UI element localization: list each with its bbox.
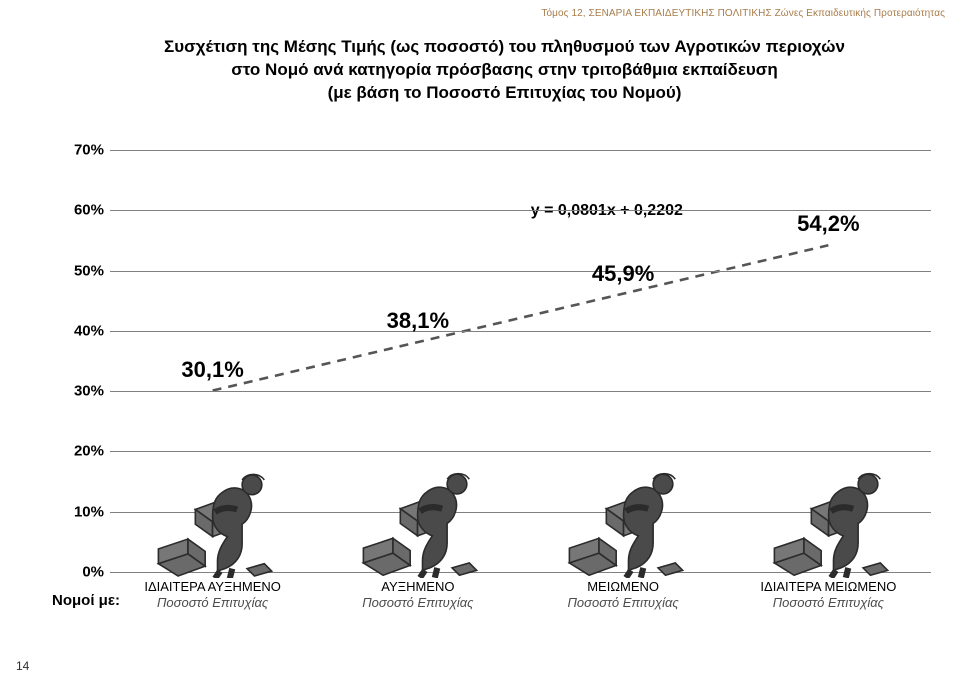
worker-pictogram-icon <box>562 301 685 578</box>
y-tick-label: 60% <box>58 202 104 219</box>
chart-title-line-3: (με βάση το Ποσοστό Επιτυχίας του Νομού) <box>110 82 899 105</box>
bar: 54,2% <box>767 245 890 572</box>
header-band: Τόμος 12, ΣΕΝΑΡΙΑ ΕΚΠΑΙΔΕΥΤΙΚΗΣ ΠΟΛΙΤΙΚΗ… <box>420 8 959 19</box>
bar-value-label: 45,9% <box>592 261 654 287</box>
y-tick-label: 0% <box>58 564 104 581</box>
page: Τόμος 12, ΣΕΝΑΡΙΑ ΕΚΠΑΙΔΕΥΤΙΚΗΣ ΠΟΛΙΤΙΚΗ… <box>0 0 959 689</box>
x-tick-label: ΜΕΙΩΜΕΝΟΠοσοστό Επιτυχίας <box>521 573 726 623</box>
bar-value-label: 38,1% <box>387 308 449 334</box>
x-tick-label: ΑΥΞΗΜΕΝΟΠοσοστό Επιτυχίας <box>315 573 520 623</box>
bar: 45,9% <box>562 295 685 572</box>
y-tick-label: 50% <box>58 262 104 279</box>
worker-pictogram-icon <box>151 397 274 578</box>
chart-title-block: Συσχέτιση της Μέσης Τιμής (ως ποσοστό) τ… <box>110 36 899 105</box>
x-tick-label: ΙΔΙΑΙΤΕΡΑ ΑΥΞΗΜΕΝΟΠοσοστό Επιτυχίας <box>110 573 315 623</box>
x-axis-labels: ΙΔΙΑΙΤΕΡΑ ΑΥΞΗΜΕΝΟΠοσοστό ΕπιτυχίαςΑΥΞΗΜ… <box>110 573 931 623</box>
y-tick-label: 30% <box>58 383 104 400</box>
bar: 30,1% <box>151 391 274 572</box>
page-number: 14 <box>16 659 29 673</box>
bar: 38,1% <box>356 342 479 572</box>
plot-area: y = 0,0801x + 0,2202 0%10%20%30%40%50%60… <box>110 150 931 573</box>
y-tick-label: 70% <box>58 142 104 159</box>
worker-pictogram-icon <box>356 348 479 578</box>
chart-title-line-1: Συσχέτιση της Μέσης Τιμής (ως ποσοστό) τ… <box>110 36 899 59</box>
bar-value-label: 54,2% <box>797 211 859 237</box>
y-tick-label: 10% <box>58 503 104 520</box>
y-tick-label: 40% <box>58 322 104 339</box>
worker-pictogram-icon <box>767 251 890 578</box>
chart-title-line-2: στο Νομό ανά κατηγορία πρόσβασης στην τρ… <box>110 59 899 82</box>
y-tick-label: 20% <box>58 443 104 460</box>
bar-value-label: 30,1% <box>181 357 243 383</box>
x-tick-label: ΙΔΙΑΙΤΕΡΑ ΜΕΙΩΜΕΝΟΠοσοστό Επιτυχίας <box>726 573 931 623</box>
bar-chart: Νομοί με: y = 0,0801x + 0,2202 0%10%20%3… <box>42 150 937 623</box>
gridline <box>110 150 931 151</box>
